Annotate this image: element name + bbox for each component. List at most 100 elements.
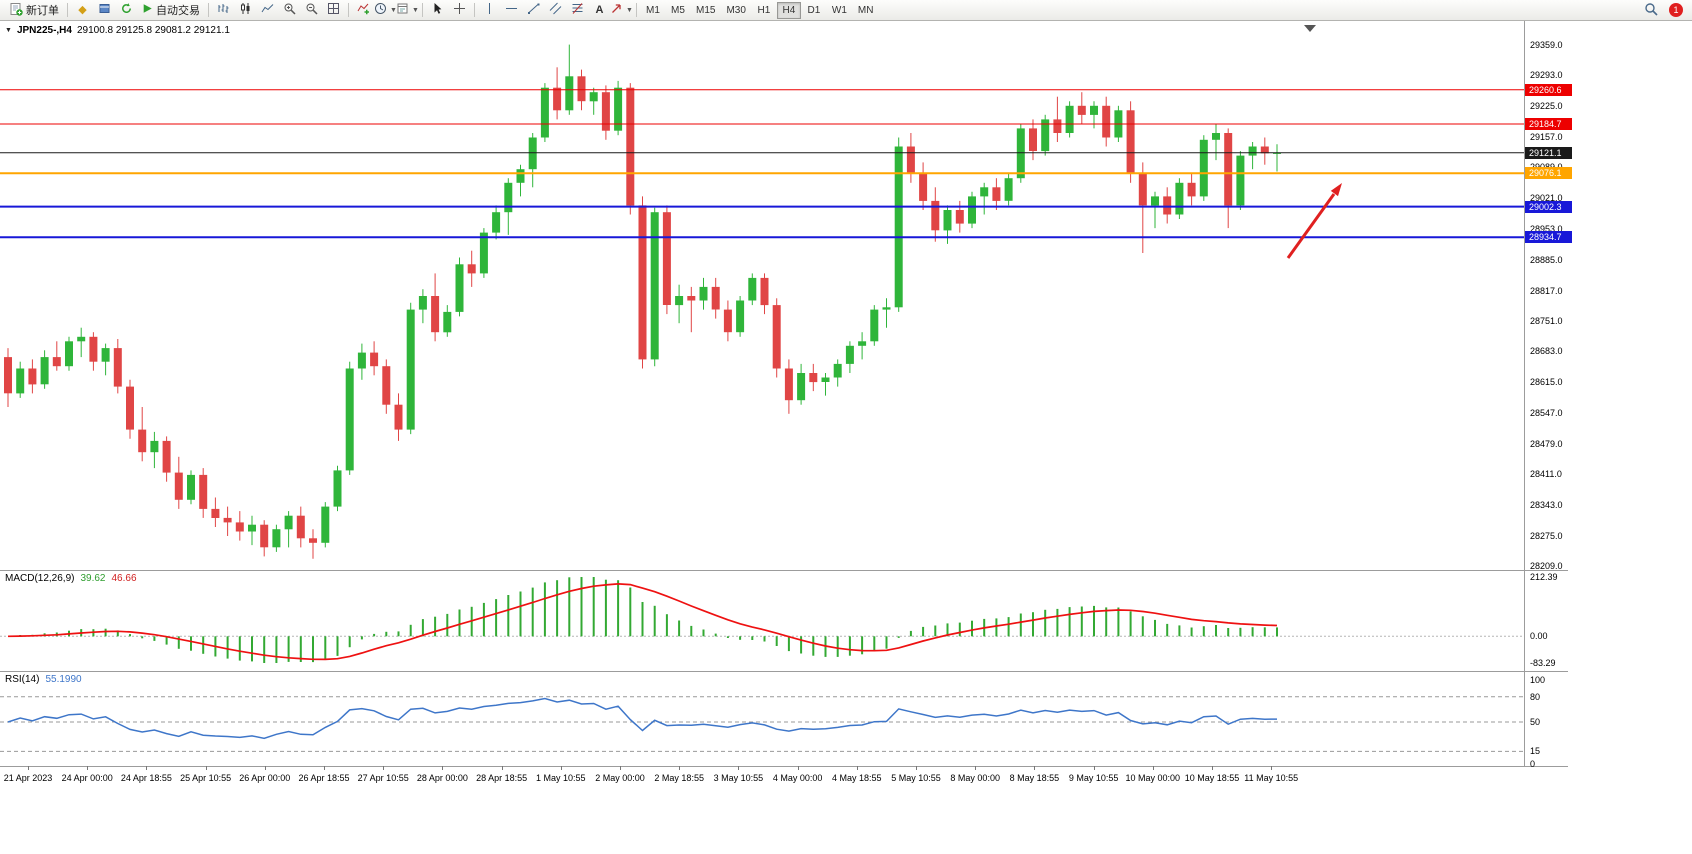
time-axis-tick: [1212, 766, 1213, 770]
text-button[interactable]: A: [589, 1, 610, 19]
rsi-axis-label: 15: [1530, 746, 1541, 757]
time-axis-label: 24 Apr 18:55: [120, 773, 172, 783]
time-axis-label: 9 May 10:55: [1068, 773, 1119, 783]
time-axis-tick: [797, 766, 799, 770]
price-axis-label: 28751.0: [1530, 315, 1563, 326]
refresh-icon: [120, 2, 133, 18]
rsi-axis-label: 100: [1530, 675, 1546, 685]
time-axis-tick: [442, 766, 444, 770]
arrows-button[interactable]: ▼: [611, 1, 633, 19]
timeframe-button-M15[interactable]: M15: [691, 2, 720, 19]
crosshair-button[interactable]: [449, 1, 470, 19]
timeframe-button-M5[interactable]: M5: [666, 2, 690, 19]
new-order-icon: [9, 2, 23, 19]
new-order-button[interactable]: 新订单: [5, 1, 63, 19]
time-axis-label: 25 Apr 10:55: [180, 773, 232, 783]
zoom-out-button[interactable]: [301, 1, 322, 19]
channel-button[interactable]: [545, 1, 566, 19]
tile-windows-icon: [327, 2, 340, 18]
zoom-in-button[interactable]: [279, 1, 300, 19]
auto-trading-button[interactable]: 自动交易: [138, 1, 204, 19]
time-axis-tick: [87, 766, 89, 770]
time-axis[interactable]: 21 Apr 2023 24 Apr 00:00 24 Apr 18:55 25 Ap…: [0, 766, 1568, 794]
rsi-header: RSI(14) 55.1990: [5, 674, 82, 685]
line-chart-icon: [261, 2, 274, 18]
price-axis-label: 28953.0: [1530, 224, 1563, 234]
macd-label: MACD(12,26,9): [5, 573, 75, 584]
macd-axis-label: -83.29: [1530, 658, 1556, 668]
time-axis-tick: [28, 766, 29, 770]
timeframes-clock-button[interactable]: ▼: [375, 1, 397, 19]
indicators-button[interactable]: [353, 1, 374, 19]
cursor-button[interactable]: [427, 1, 448, 19]
time-axis-label: 4 May 18:55: [832, 773, 882, 783]
time-axis-tick: [1271, 766, 1273, 770]
time-axis-label: 26 Apr 18:55: [298, 773, 350, 783]
fibonacci-button[interactable]: [567, 1, 588, 19]
time-axis-label: 2 May 00:00: [595, 773, 645, 783]
price-axis-label: 28817.0: [1530, 285, 1563, 296]
notification-badge[interactable]: 1: [1669, 3, 1683, 17]
chevron-down-icon: ▼: [626, 6, 633, 14]
time-axis-tick: [856, 766, 858, 770]
macd-main-value: 39.62: [80, 573, 106, 584]
line-chart-button[interactable]: [257, 1, 278, 19]
time-axis-tick: [916, 766, 917, 770]
time-axis-tick: [146, 766, 148, 770]
time-axis-tick: [1093, 766, 1095, 770]
rsi-axis: 100 80 50 15 0: [1526, 21, 1590, 769]
chart-shift-marker[interactable]: [1304, 25, 1316, 32]
toolbar-separator: [422, 3, 423, 17]
price-axis-label: 29225.0: [1530, 100, 1563, 111]
timeframe-button-M30[interactable]: M30: [721, 2, 750, 19]
price-axis-label: 29359.0: [1530, 40, 1563, 51]
timeframe-button-MN[interactable]: MN: [853, 2, 879, 19]
cursor-icon: [431, 2, 444, 18]
chart-window: ▼ JPN225-,H4 29100.8 29125.8 29081.2 291…: [0, 21, 1692, 854]
timeframe-button-M1[interactable]: M1: [641, 2, 665, 19]
pane-separator[interactable]: [0, 671, 1568, 672]
time-axis-tick: [738, 766, 740, 770]
price-axis-label: 29293.0: [1530, 70, 1563, 80]
horizontal-line-icon: [505, 2, 518, 18]
time-axis-tick: [1034, 766, 1036, 770]
new-chart-button[interactable]: ◆: [72, 1, 93, 19]
horizontal-line-button[interactable]: [501, 1, 522, 19]
bar-chart-button[interactable]: [213, 1, 234, 19]
macd-histogram: [19, 577, 1278, 663]
main-toolbar: 新订单 ◆ 自动交易 ▼ ▼ A ▼ M1 M5 M15 M30 H1 H4 D1 W1 MN …: [0, 0, 1692, 21]
search-button[interactable]: [1640, 1, 1661, 19]
price-badge-29184.7: 29184.7: [1525, 118, 1572, 130]
profiles-button[interactable]: [94, 1, 115, 19]
price-badge-29121.1: 29121.1: [1525, 146, 1572, 159]
price-axis-label: 28547.0: [1530, 407, 1563, 418]
zoom-in-icon: [283, 2, 296, 18]
vertical-line-button[interactable]: [479, 1, 500, 19]
rsi-axis-label: 0: [1530, 759, 1536, 769]
time-axis-label: 10 May 18:55: [1184, 773, 1240, 783]
templates-button[interactable]: ▼: [396, 1, 419, 19]
tile-windows-button[interactable]: [323, 1, 344, 19]
bar-chart-icon: [217, 2, 230, 18]
timeframe-button-H4[interactable]: H4: [776, 1, 801, 19]
refresh-button[interactable]: [116, 1, 137, 19]
pane-separator[interactable]: [0, 570, 1568, 571]
timeframe-button-D1[interactable]: D1: [802, 2, 826, 19]
crosshair-icon: [453, 2, 466, 18]
indicators-icon: [357, 2, 370, 18]
one-click-trading-toggle[interactable]: ▼: [5, 27, 12, 34]
candlestick-chart-button[interactable]: [235, 1, 256, 19]
timeframe-button-H1[interactable]: H1: [752, 2, 776, 19]
arrow-annotation[interactable]: [1286, 183, 1342, 259]
toolbar-separator: [474, 3, 475, 17]
time-axis-label: 1 May 10:55: [536, 773, 586, 783]
time-axis-tick: [324, 766, 325, 770]
trendline-button[interactable]: [523, 1, 544, 19]
price-axis-label: 28411.0: [1530, 469, 1562, 480]
templates-icon: [396, 2, 409, 18]
candlestick-series: [4, 44, 1281, 559]
timeframe-button-W1[interactable]: W1: [827, 2, 852, 19]
price-axis-label: 28343.0: [1530, 500, 1563, 511]
symbol-label: JPN225-,H4: [16, 25, 72, 36]
price-axis-label: 28209.0: [1530, 560, 1563, 571]
